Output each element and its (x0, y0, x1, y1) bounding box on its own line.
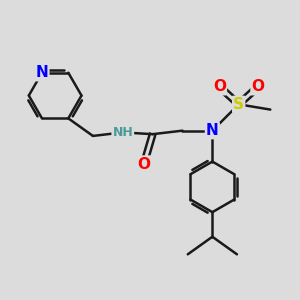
Text: O: O (137, 157, 150, 172)
Text: NH: NH (112, 126, 133, 139)
Text: O: O (251, 79, 265, 94)
Text: N: N (36, 65, 48, 80)
Text: N: N (206, 123, 219, 138)
Text: O: O (213, 79, 226, 94)
Text: S: S (233, 97, 244, 112)
